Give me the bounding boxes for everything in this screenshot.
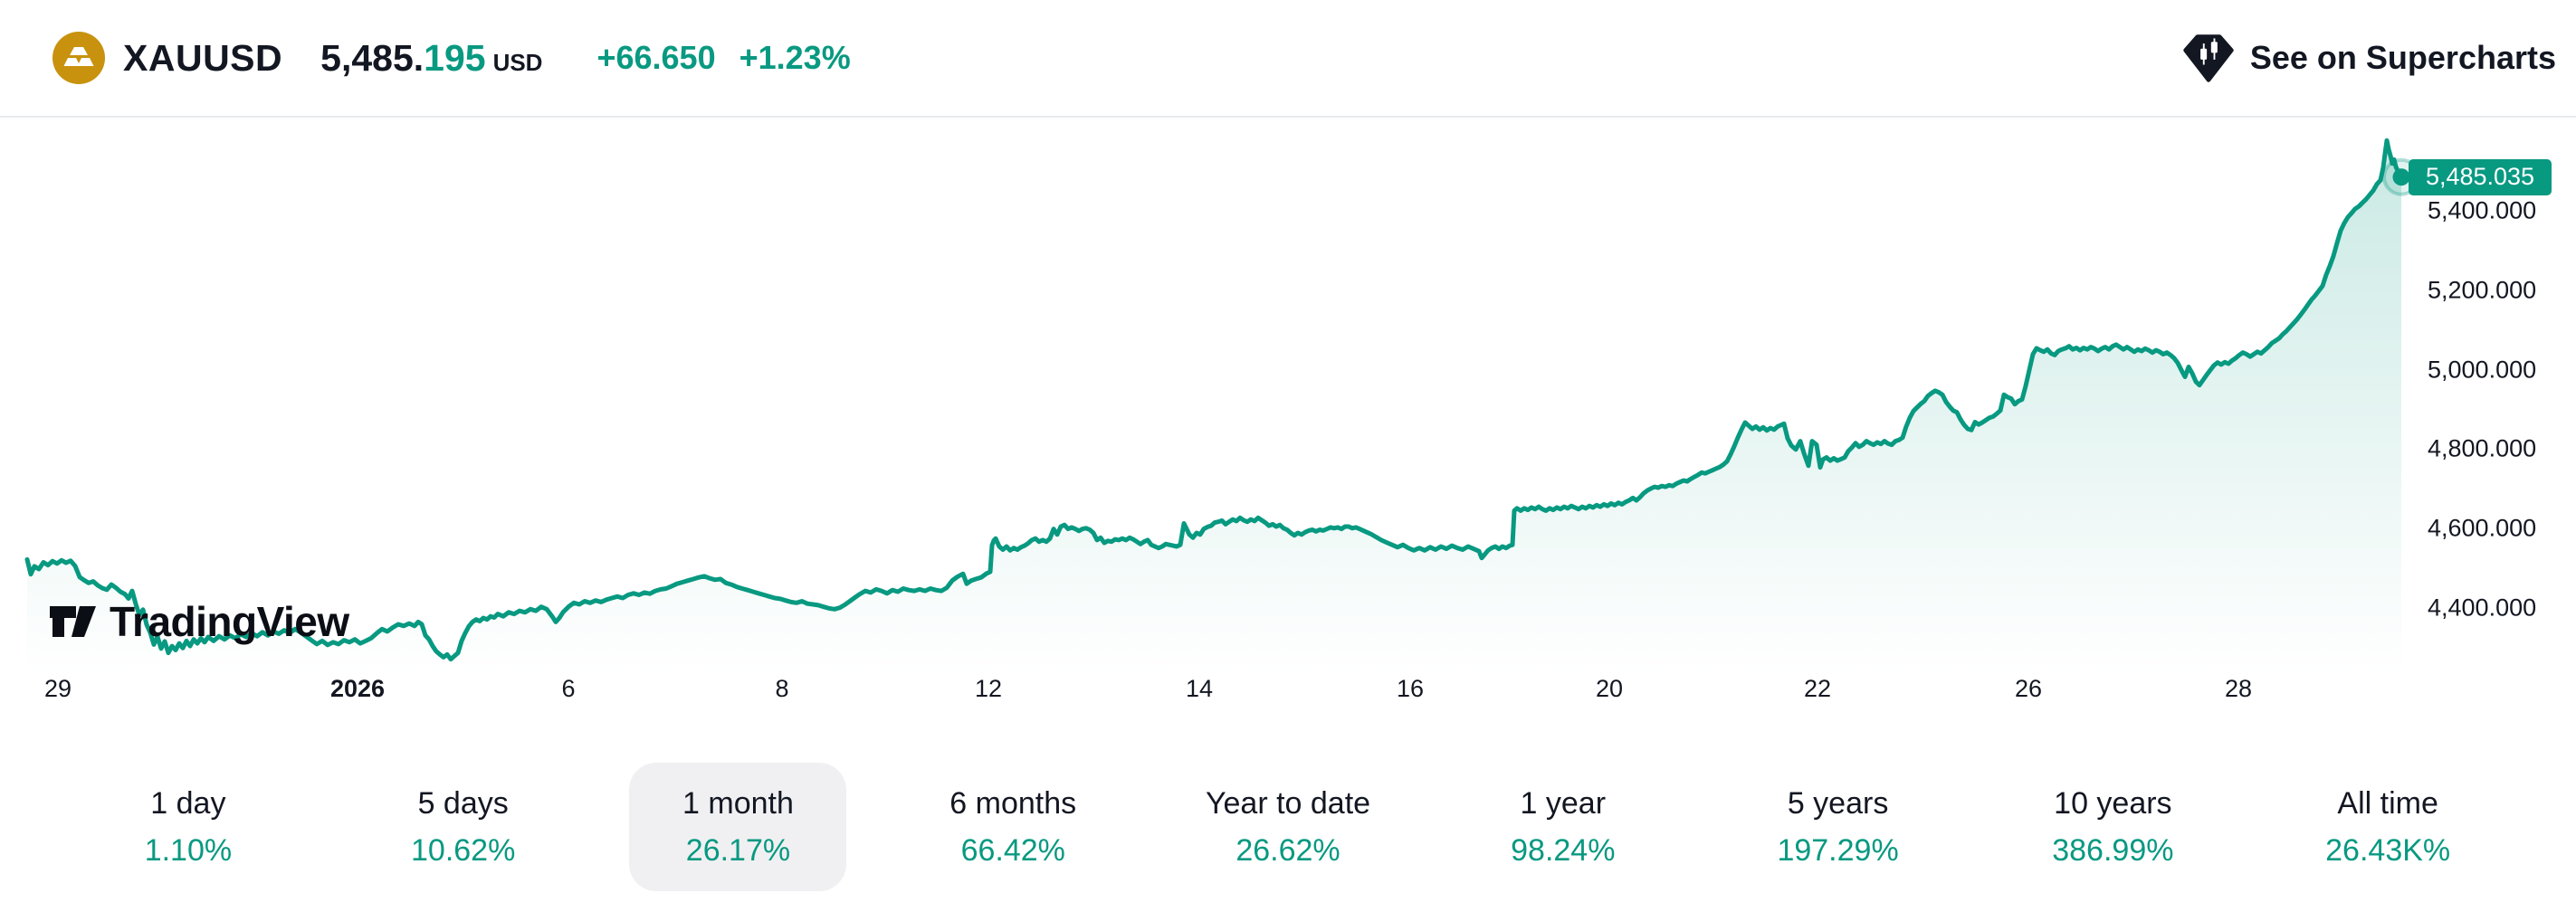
range-label: 1 month <box>682 785 794 821</box>
x-axis-label: 8 <box>775 675 789 702</box>
tradingview-watermark: TradingView <box>50 597 349 646</box>
x-axis-label: 26 <box>2014 675 2043 702</box>
x-axis-label: 16 <box>1396 675 1425 702</box>
price-fraction: 195 <box>424 36 486 79</box>
range-cell: 1 year 98.24% <box>1426 763 1701 891</box>
range-percent: 26.17% <box>685 832 791 868</box>
range-percent: 26.62% <box>1236 832 1340 868</box>
x-axis-label: 20 <box>1595 675 1624 702</box>
x-axis-label: 2026 <box>329 675 386 702</box>
y-axis-label: 5,400.000 <box>2428 196 2537 224</box>
price-chart[interactable]: 5,400.000 5,200.000 5,000.000 4,800.000 4,60… <box>0 119 2576 735</box>
price-currency: USD <box>492 48 543 76</box>
y-axis-label: 5,000.000 <box>2428 356 2537 384</box>
range-button-1-day[interactable]: 1 day 1.10% <box>80 763 297 891</box>
y-axis-label: 4,600.000 <box>2428 514 2537 542</box>
range-cell: 10 years 386.99% <box>1975 763 2250 891</box>
series-line <box>24 138 2404 662</box>
tradingview-logo-icon <box>50 602 99 641</box>
series-area <box>27 140 2401 672</box>
x-axis-label: 12 <box>974 675 1003 702</box>
range-percent: 66.42% <box>960 832 1065 868</box>
last-price-dot <box>2392 168 2410 186</box>
range-label: 6 months <box>949 785 1077 821</box>
range-button-5-days[interactable]: 5 days 10.62% <box>355 763 572 891</box>
range-cell: 1 month 26.17% <box>601 763 876 891</box>
x-axis-label: 22 <box>1803 675 1832 702</box>
range-cell: 5 years 197.29% <box>1701 763 1976 891</box>
supercharts-gem-icon <box>2181 31 2236 85</box>
range-button-6-months[interactable]: 6 months 66.42% <box>904 763 1121 891</box>
range-label: 5 days <box>417 785 509 821</box>
gold-bars-icon <box>52 32 105 84</box>
range-button-year-to-date[interactable]: Year to date 26.62% <box>1178 763 1398 891</box>
range-percent: 197.29% <box>1777 832 1899 868</box>
price-integer: 5,485. <box>320 36 425 79</box>
range-percent: 26.43K% <box>2325 832 2451 868</box>
y-axis-label: 4,800.000 <box>2428 434 2537 462</box>
range-label: All time <box>2337 785 2438 821</box>
x-axis-label: 28 <box>2224 675 2253 702</box>
range-cell: 1 day 1.10% <box>51 763 326 891</box>
y-axis-label: 4,400.000 <box>2428 594 2537 622</box>
range-cell: 5 days 10.62% <box>326 763 601 891</box>
range-percent: 386.99% <box>2052 832 2174 868</box>
symbol-group: XAUUSD 5,485. 195 USD +66.650 +1.23% <box>52 32 851 84</box>
range-percent: 10.62% <box>411 832 516 868</box>
range-percent: 1.10% <box>144 832 233 868</box>
price-change-group: +66.650 +1.23% <box>596 39 850 77</box>
range-selector: 1 day 1.10% 5 days 10.62% 1 month 26.17% 6 mon… <box>0 763 2576 891</box>
range-label: 1 day <box>150 785 226 821</box>
x-axis-label: 6 <box>561 675 576 702</box>
price-change-pct: +1.23% <box>739 39 851 76</box>
price-change-abs: +66.650 <box>596 39 716 76</box>
range-cell: 6 months 66.42% <box>875 763 1150 891</box>
symbol-name: XAUUSD <box>123 36 283 79</box>
range-label: 10 years <box>2054 785 2172 821</box>
x-axis-label: 14 <box>1185 675 1214 702</box>
range-label: 1 year <box>1520 785 1607 821</box>
range-cell: Year to date 26.62% <box>1150 763 1426 891</box>
last-price-badge: 5,485.035 <box>2409 158 2552 195</box>
range-button-10-years[interactable]: 10 years 386.99% <box>2004 763 2221 891</box>
range-label: 5 years <box>1787 785 1889 821</box>
range-button-1-month[interactable]: 1 month 26.17% <box>629 763 847 891</box>
range-button-5-years[interactable]: 5 years 197.29% <box>1730 763 1947 891</box>
supercharts-label: See on Supercharts <box>2249 39 2556 76</box>
header: XAUUSD 5,485. 195 USD +66.650 +1.23% <box>0 0 2576 118</box>
range-label: Year to date <box>1205 785 1371 821</box>
x-axis-label: 29 <box>43 675 72 702</box>
range-button-all-time[interactable]: All time 26.43K% <box>2279 763 2496 891</box>
price: 5,485. 195 USD <box>320 37 542 80</box>
see-on-supercharts-link[interactable]: See on Supercharts <box>2181 31 2556 85</box>
range-percent: 98.24% <box>1511 832 1616 868</box>
y-axis-label: 5,200.000 <box>2428 276 2537 304</box>
range-button-1-year[interactable]: 1 year 98.24% <box>1455 763 1672 891</box>
tradingview-watermark-text: TradingView <box>110 598 349 645</box>
range-cell: All time 26.43K% <box>2250 763 2525 891</box>
